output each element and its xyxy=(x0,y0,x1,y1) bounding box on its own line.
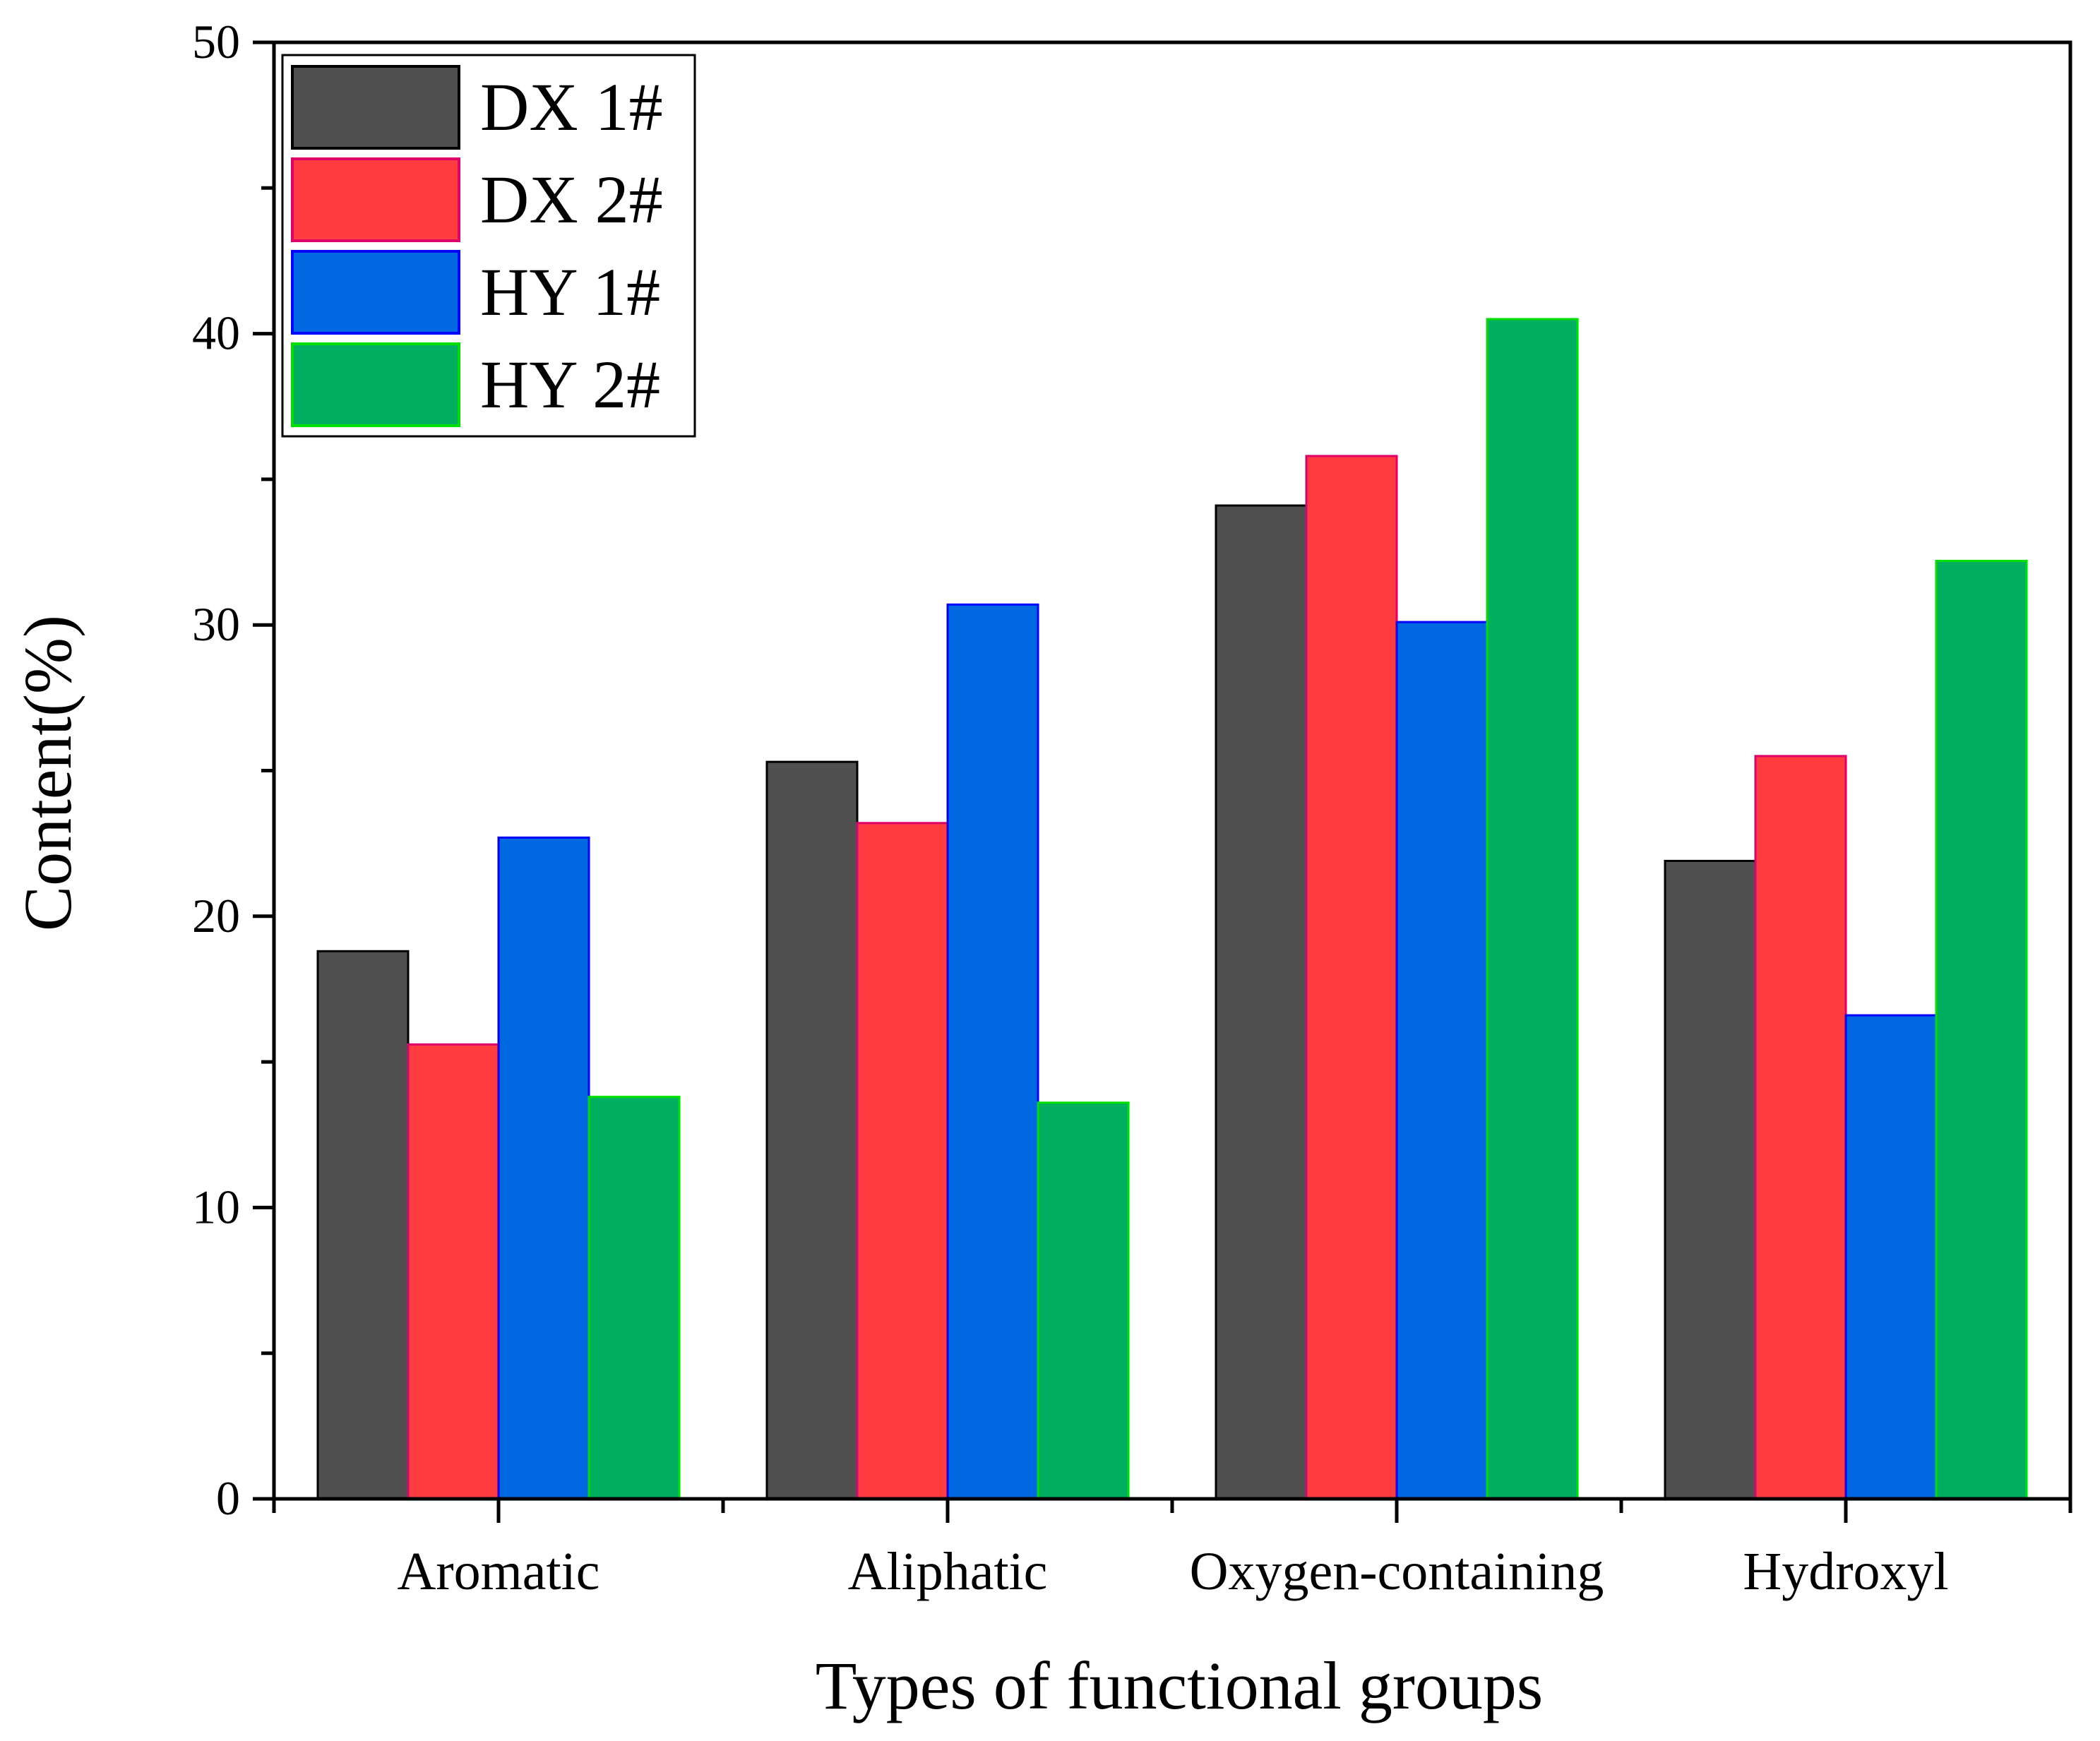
bar-hy-2--hydroxyl xyxy=(1935,559,2028,1500)
legend-label: HY 1# xyxy=(480,254,660,330)
legend-swatch-hy-1- xyxy=(291,250,460,335)
bar-hy-2--aromatic xyxy=(587,1096,681,1500)
bar-dx-1--hydroxyl xyxy=(1664,859,1757,1500)
bar-dx-2--hydroxyl xyxy=(1754,755,1847,1500)
bar-dx-2--oxygen-containing xyxy=(1305,455,1398,1500)
bar-hy-1--oxygen-containing xyxy=(1395,621,1489,1500)
bar-dx-1--aliphatic xyxy=(765,760,859,1500)
legend-label: DX 1# xyxy=(480,69,663,145)
bar-hy-2--oxygen-containing xyxy=(1486,318,1579,1500)
y-axis-title: Content(%) xyxy=(10,615,85,931)
axes-layer: 0 10 20 30 40 50 Aromatic Aliphatic Oxygen-conta… xyxy=(192,15,2072,1601)
y-tick-label: 40 xyxy=(192,306,240,360)
y-tick-label: 30 xyxy=(192,597,240,651)
bar-dx-1--aromatic xyxy=(316,950,410,1500)
x-tick-label: Oxygen-containing xyxy=(1190,1542,1604,1601)
y-tick-label: 20 xyxy=(192,889,240,943)
x-axis-title: Types of functional groups xyxy=(816,1648,1543,1723)
y-tick-label: 10 xyxy=(192,1180,240,1233)
legend-swatch-dx-2- xyxy=(291,157,460,242)
legend-label: HY 2# xyxy=(480,347,660,422)
bar-hy-2--aliphatic xyxy=(1037,1101,1130,1500)
bar-hy-1--aromatic xyxy=(497,836,590,1500)
legend-swatch-hy-2- xyxy=(291,342,460,427)
bars-layer xyxy=(316,318,2028,1500)
x-tick-label: Aromatic xyxy=(397,1542,599,1601)
legend-label: DX 2# xyxy=(480,162,663,237)
legend-swatch-dx-1- xyxy=(291,65,460,150)
bar-dx-2--aliphatic xyxy=(856,822,949,1500)
x-tick-label: Aliphatic xyxy=(848,1542,1048,1601)
legend: DX 1# DX 2# HY 1# HY 2# xyxy=(281,54,696,438)
bar-hy-1--hydroxyl xyxy=(1844,1014,1938,1500)
bar-dx-1--oxygen-containing xyxy=(1215,504,1308,1500)
bar-hy-1--aliphatic xyxy=(946,603,1039,1500)
y-tick-label: 0 xyxy=(216,1471,240,1525)
bar-dx-2--aromatic xyxy=(407,1043,500,1500)
y-tick-label: 50 xyxy=(192,15,240,68)
x-tick-label: Hydroxyl xyxy=(1743,1542,1948,1601)
